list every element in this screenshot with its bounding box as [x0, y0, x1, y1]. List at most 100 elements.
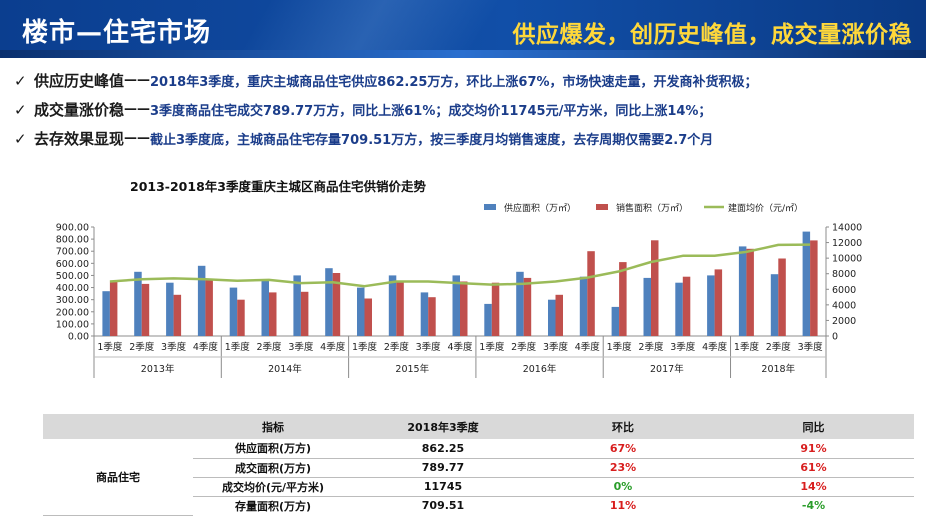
table-row: 商品住宅 供应面积(万方) 862.25 67% 91%: [43, 439, 914, 516]
sales-bar: [714, 269, 723, 336]
supply-bar: [643, 277, 651, 336]
sales-bar: [682, 276, 691, 336]
supply-bar: [770, 274, 779, 336]
supply-bar: [102, 291, 110, 336]
quarter-label: 3季度: [416, 341, 442, 353]
legend-swatch: [484, 204, 496, 210]
sales-bar: [587, 251, 595, 336]
price-line: [109, 243, 811, 288]
year-label: 2017年: [650, 363, 684, 375]
left-tick-label: 700.00: [56, 247, 89, 258]
yoy-cell: -4%: [801, 499, 826, 513]
legend-label: 供应面积（万㎡）: [504, 202, 576, 214]
bullet-dash: ——: [124, 73, 151, 88]
sales-bar: [523, 277, 532, 336]
sales-bar: [269, 292, 277, 336]
supply-bar: [484, 303, 492, 336]
supply-bar: [229, 287, 238, 336]
sales-bar: [205, 280, 213, 336]
supply-bar: [579, 276, 588, 336]
quarter-label: 3季度: [543, 341, 569, 353]
year-label: 2014年: [268, 363, 302, 375]
sales-bar: [555, 294, 563, 336]
supply-bar: [261, 280, 269, 336]
left-tick-label: 500.00: [56, 271, 89, 282]
left-tick-label: 200.00: [56, 307, 89, 318]
table-row: 存量面积(万方) 709.51 11% -4%: [43, 496, 914, 515]
right-tick-label: 12000: [832, 238, 862, 249]
bullet-text: 3季度商品住宅成交789.77万方，同比上涨61%；成交均价11745元/平方米…: [150, 104, 712, 119]
quarter-label: 4季度: [193, 341, 219, 353]
quarter-label: 2季度: [638, 341, 664, 353]
supply-bar: [802, 231, 811, 336]
supply-bar: [420, 292, 429, 336]
sales-bar: [396, 281, 404, 336]
left-tick-label: 300.00: [56, 295, 89, 306]
check-icon: ✓: [14, 100, 27, 119]
chart-title: 2013-2018年3季度重庆主城区商品住宅供销价走势: [130, 179, 426, 194]
header-period: 2018年3季度: [407, 420, 479, 434]
right-tick-label: 4000: [832, 300, 856, 311]
table-row: 成交均价(元/平方米) 11745 0% 14%: [43, 477, 914, 497]
page-title: 楼市—住宅市场: [22, 18, 212, 48]
value-cell: 709.51: [421, 499, 465, 513]
bullet-key: 供应历史峰值: [34, 72, 125, 90]
right-tick-label: 2000: [832, 316, 856, 327]
right-tick-label: 6000: [832, 285, 856, 296]
summary-table: 指标 2018年3季度 环比 同比 商品住宅 供应面积(万方) 862.25 6…: [43, 414, 914, 516]
sales-bar: [778, 258, 786, 336]
year-label: 2013年: [141, 363, 175, 375]
bullet-item: ✓ 去存效果显现 —— 截止3季度底，主城商品住宅存量709.51万方，按三季度…: [14, 124, 919, 153]
yoy-cell: 14%: [713, 477, 914, 497]
supply-bar: [357, 287, 365, 336]
supply-bar: [388, 275, 397, 336]
quarter-label: 2季度: [766, 341, 792, 353]
quarter-label: 2季度: [129, 341, 155, 353]
bullet-text: 截止3季度底，主城商品住宅存量709.51万方，按三季度月均销售速度，去存周期仅…: [150, 133, 714, 148]
quarter-label: 1季度: [97, 341, 123, 353]
supply-sales-price-chart: 0.00 100.00200.00300.00400.00500.00600.00…: [56, 202, 862, 378]
sales-bar: [300, 291, 309, 336]
header-qoq: 环比: [612, 420, 634, 434]
supply-bar: [293, 275, 301, 336]
summary-bullets: ✓ 供应历史峰值 —— 2018年3季度，重庆主城商品住宅供应862.25万方，…: [14, 66, 919, 153]
value-cell: 11745: [353, 477, 533, 497]
indicator-cell: 供应面积(万方): [193, 439, 353, 459]
quarter-label: 3季度: [161, 341, 187, 353]
right-tick-label: 8000: [832, 269, 856, 280]
quarter-label: 3季度: [798, 341, 824, 353]
right-tick-label: 10000: [832, 254, 862, 265]
qoq-cell: 23%: [533, 458, 713, 478]
quarter-label: 2季度: [511, 341, 537, 353]
bullet-key: 成交量涨价稳: [34, 101, 125, 119]
quarter-label: 4季度: [320, 341, 346, 353]
year-label: 2015年: [395, 363, 429, 375]
yoy-cell: 61%: [713, 458, 914, 478]
indicator-cell: 成交面积(万方): [193, 458, 353, 478]
legend-label: 销售面积（万㎡）: [616, 202, 688, 214]
quarter-label: 1季度: [225, 341, 251, 353]
sales-bar: [332, 273, 341, 336]
table-header-row: 指标 2018年3季度 环比 同比: [43, 414, 914, 439]
sales-bar: [460, 281, 468, 336]
quarter-label: 1季度: [479, 341, 505, 353]
legend-swatch: [596, 204, 608, 210]
left-tick-label: 800.00: [56, 235, 89, 246]
indicator-cell: 存量面积(万方): [234, 499, 312, 513]
quarter-label: 3季度: [670, 341, 696, 353]
supply-bar: [675, 282, 683, 336]
quarter-label: 4季度: [447, 341, 473, 353]
supply-bar: [166, 282, 174, 336]
bullet-item: ✓ 成交量涨价稳 —— 3季度商品住宅成交789.77万方，同比上涨61%；成交…: [14, 95, 919, 124]
supply-bar: [134, 271, 142, 336]
left-tick-label: 600.00: [56, 259, 89, 270]
quarter-label: 2季度: [384, 341, 410, 353]
table-row: 成交面积(万方) 789.77 23% 61%: [43, 458, 914, 478]
quarter-label: 4季度: [575, 341, 601, 353]
left-tick-label: 0.00: [68, 332, 89, 343]
left-tick-label: 400.00: [56, 283, 89, 294]
sales-bar: [364, 298, 372, 336]
bullet-dash: ——: [124, 102, 151, 117]
supply-bar: [516, 271, 524, 336]
left-tick-label: 900.00: [56, 223, 89, 234]
